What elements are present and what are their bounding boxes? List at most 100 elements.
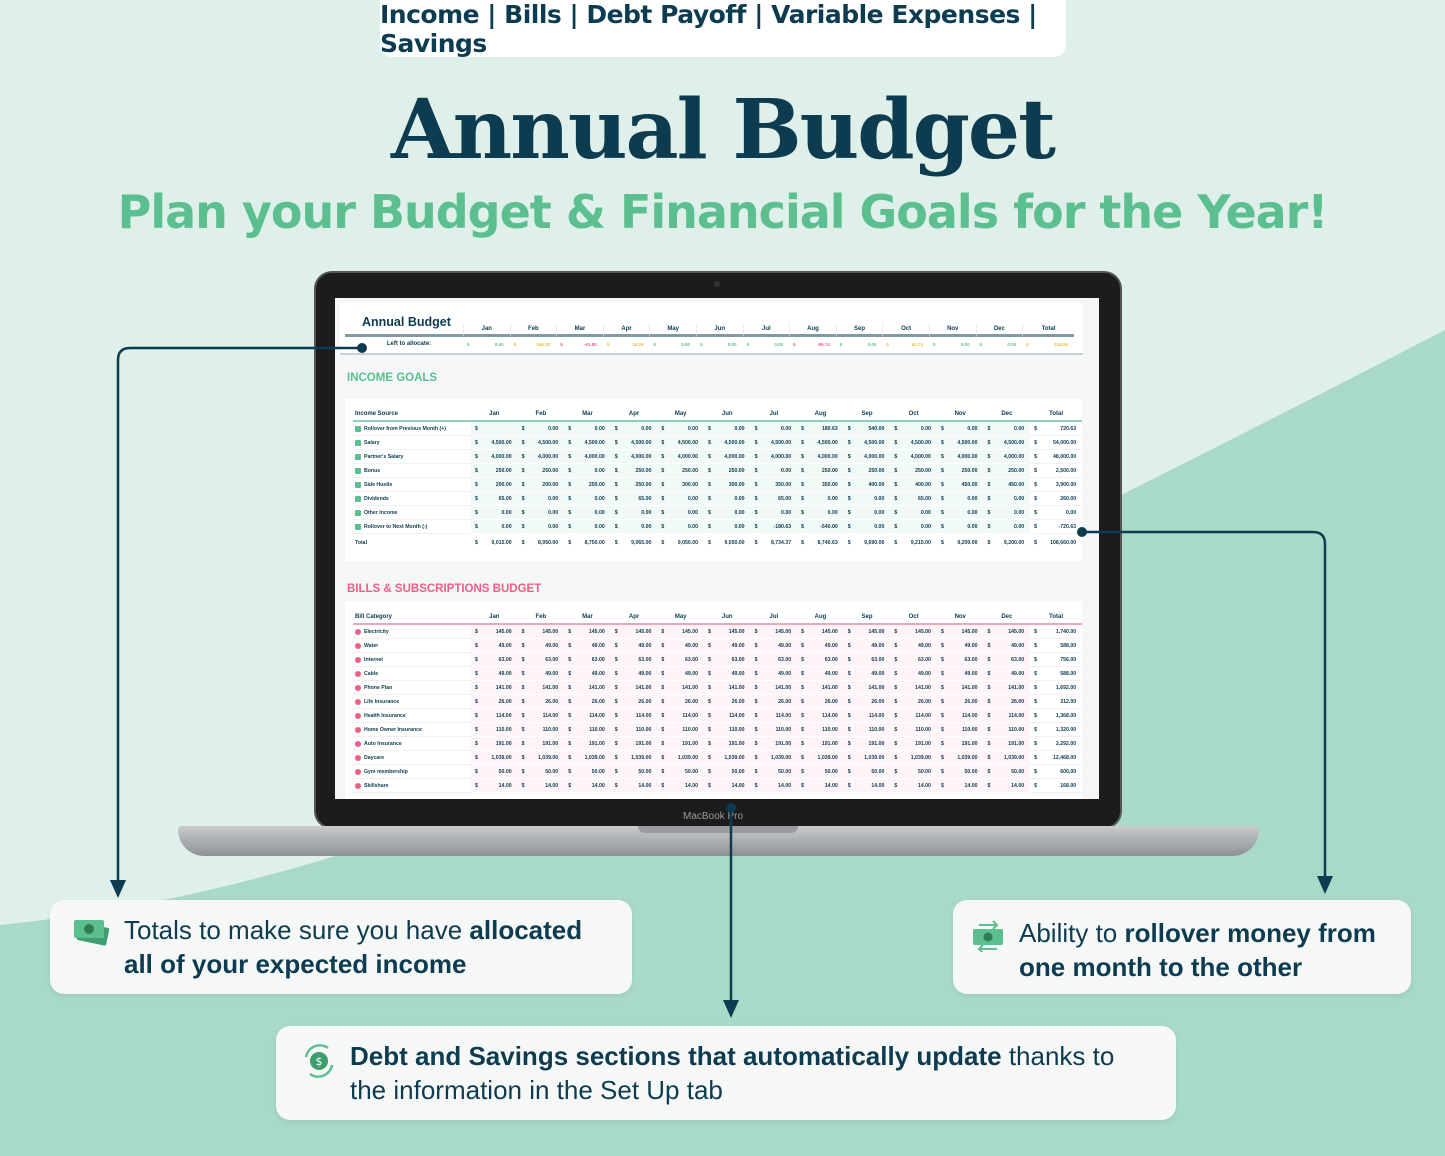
bill-cell-value: 110.00: [868, 726, 885, 733]
income-cell-value: 0.00: [1014, 509, 1025, 516]
bill-cell-currency: $: [940, 740, 944, 747]
bill-cell: $145.00: [471, 625, 518, 639]
bill-cell-value: 141.00: [635, 684, 652, 691]
income-cell-value: 300.00: [728, 481, 745, 488]
income-cell-value: 0.00: [920, 523, 931, 530]
income-cell-value: -180.63: [773, 523, 792, 530]
bill-cell: $14.00: [657, 779, 704, 793]
piggy-bank-icon: [355, 481, 361, 488]
income-cell: $250.00: [703, 464, 751, 478]
income-cell-value: 4,500.00: [491, 439, 512, 446]
income-total-cell-value: 9,050.00: [677, 540, 698, 546]
income-cell-value: 0.00: [734, 495, 745, 502]
camera-icon: [714, 281, 720, 287]
bill-cell-currency: $: [754, 754, 758, 761]
left-to-allocate-cell-currency: $: [979, 341, 983, 347]
income-cell: $450.00: [936, 478, 984, 492]
bill-cell: $110.00: [750, 723, 798, 737]
bill-cell-currency: $: [521, 684, 525, 691]
income-cell: $: [471, 422, 518, 436]
left-to-allocate-cell-value: 0.00: [960, 341, 970, 347]
income-cell-value: 4,500.00: [537, 439, 559, 446]
bill-cell-currency: $: [707, 698, 711, 705]
wifi-icon: [355, 656, 361, 663]
bill-cell-currency: $: [707, 684, 711, 691]
column-header-sep: Sep: [835, 323, 883, 337]
bill-cell-currency: $: [847, 684, 851, 691]
bill-cell-currency: $: [940, 768, 944, 775]
bill-row-total-currency: $: [1034, 782, 1038, 789]
bill-cell-currency: $: [754, 670, 758, 677]
bill-cell-value: 63.00: [917, 656, 931, 663]
bill-cell-currency: $: [614, 698, 618, 705]
income-row-name: Bonus: [364, 467, 381, 474]
bill-cell-value: 63.00: [1011, 656, 1025, 663]
income-cell-currency: $: [801, 453, 805, 460]
income-cell-value: 250.00: [635, 481, 652, 488]
bill-row-total: $600.00: [1030, 765, 1083, 779]
column-header-oct: Oct: [882, 323, 929, 337]
bill-row-label: Skillshare: [353, 779, 471, 793]
bill-cell-currency: $: [707, 628, 711, 635]
income-cell-value: 0.00: [920, 425, 931, 432]
bill-cell-value: 14.00: [591, 782, 605, 789]
bill-cell-value: 50.00: [638, 768, 652, 775]
income-cell: $0.00: [983, 520, 1031, 534]
income-total-cell: $8,740.63: [797, 534, 844, 552]
bill-row-name: Internet: [364, 656, 384, 663]
income-cell-value: 0.00: [501, 523, 512, 530]
income-cell-value: 4,000.00: [724, 453, 745, 460]
income-cell: $0.00: [703, 422, 751, 436]
column-header-may: May: [649, 323, 696, 337]
income-row-total-value: 3,900.00: [1055, 481, 1077, 488]
income-cell-currency: $: [940, 523, 944, 530]
income-cell-value: 4,000.00: [537, 453, 559, 460]
left-to-allocate-table: Jan Feb Mar Apr May Jun Jul Aug Sep Oct Nov Dec Tota…: [345, 323, 1075, 351]
income-total-cell: $9,690.00: [844, 534, 891, 552]
callout-rollover: Ability to rollover money from one month…: [953, 900, 1411, 994]
income-cell-value: 0.00: [687, 495, 698, 502]
bill-cell: $145.00: [797, 625, 844, 639]
bill-cell: $26.00: [797, 695, 844, 709]
bill-cell-currency: $: [661, 726, 665, 733]
bill-cell-currency: $: [940, 670, 944, 677]
bill-cell-value: 110.00: [496, 726, 512, 733]
income-cell: $250.00: [657, 464, 704, 478]
left-to-allocate-cell-value: 62.74: [911, 341, 923, 347]
bill-cell: $191.00: [890, 737, 937, 751]
column-header: Bill Category: [353, 611, 471, 625]
income-cell-currency: $: [847, 425, 851, 432]
bill-cell-value: 63.00: [684, 656, 698, 663]
briefcase-icon: [355, 439, 361, 446]
income-cell-value: 0.00: [548, 495, 559, 502]
left-to-allocate-cell: $194.20: [510, 337, 557, 351]
income-cell-value: 4,000.00: [864, 453, 885, 460]
bill-cell: $114.00: [564, 709, 611, 723]
bill-cell-value: 114.00: [589, 712, 605, 719]
bill-cell: $191.00: [657, 737, 704, 751]
bill-cell-value: 191.00: [821, 740, 838, 747]
bill-cell-currency: $: [801, 712, 805, 719]
bill-cell: $49.00: [564, 667, 611, 681]
bill-cell-value: 49.00: [638, 642, 652, 649]
bill-row-label: Internet: [353, 653, 471, 667]
bill-cell-value: 50.00: [1011, 768, 1025, 775]
income-cell: $0.00: [983, 422, 1031, 436]
bill-cell-value: 145.00: [682, 628, 698, 635]
bill-cell-value: 145.00: [635, 628, 652, 635]
income-cell-currency: $: [707, 495, 711, 502]
bill-row-label: Home Owner Insurance: [353, 723, 471, 737]
bill-cell-currency: $: [894, 726, 898, 733]
income-cell-currency: $: [661, 467, 665, 474]
income-cell-value: 0.00: [967, 523, 978, 530]
income-cell: $540.00: [843, 422, 891, 436]
bill-cell-currency: $: [754, 656, 758, 663]
bill-cell: $14.00: [610, 779, 658, 793]
bill-cell-value: 14.00: [638, 782, 652, 789]
bill-cell: $49.00: [471, 639, 518, 653]
bill-cell-currency: $: [754, 642, 758, 649]
bill-cell-value: 49.00: [917, 670, 931, 677]
income-cell: $250.00: [983, 464, 1031, 478]
bill-cell: $26.00: [564, 695, 611, 709]
bill-cell: $114.00: [843, 709, 891, 723]
